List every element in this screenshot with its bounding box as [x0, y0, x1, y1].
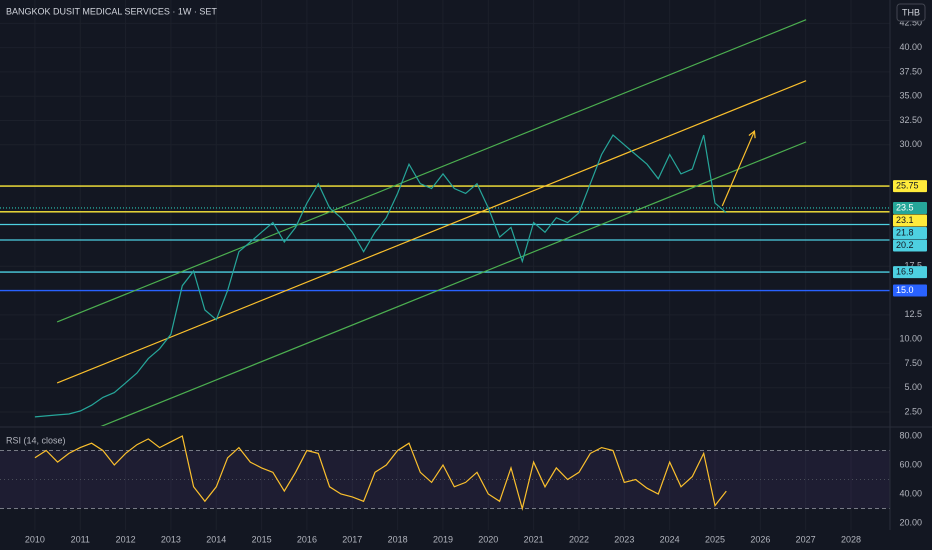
- x-tick-label: 2024: [660, 534, 680, 544]
- x-tick-label: 2014: [206, 534, 226, 544]
- axes: 2010 2011 2012 2013 2014 2015 2016 2017 2018 2019…: [25, 18, 927, 544]
- x-tick-label: 2016: [297, 534, 317, 544]
- currency[interactable]: THB: [902, 7, 920, 17]
- y-tick-label: 40.00: [899, 42, 922, 52]
- price-pane: [0, 19, 890, 426]
- channel-line: [56, 19, 807, 323]
- level-label-bg: [893, 284, 927, 297]
- level-label: 16.9: [896, 266, 914, 276]
- level-label-bg: [893, 226, 927, 239]
- x-tick-label: 2018: [388, 534, 408, 544]
- x-tick-label: 2020: [478, 534, 498, 544]
- x-tick-label: 2026: [750, 534, 770, 544]
- x-tick-label: 2021: [524, 534, 544, 544]
- y-tick-label: 37.50: [899, 66, 922, 76]
- level-label-bg: [893, 180, 927, 193]
- x-tick-label: 2019: [433, 534, 453, 544]
- x-tick-label: 2027: [796, 534, 816, 544]
- rsi-line: [34, 435, 727, 511]
- y-tick-label: 10.00: [899, 334, 922, 344]
- arrow-head: [748, 130, 756, 139]
- x-tick-label: 2022: [569, 534, 589, 544]
- rsi-tick-label: 60.00: [899, 459, 922, 469]
- y-tick-label: 42.50: [899, 18, 922, 28]
- x-tick-label: 2012: [116, 534, 136, 544]
- x-tick-label: 2025: [705, 534, 725, 544]
- level-label: 23.1: [896, 215, 914, 225]
- y-tick-label: 35.00: [899, 91, 922, 101]
- x-tick-label: 2015: [252, 534, 272, 544]
- rsi-pane: [0, 435, 890, 511]
- level-label: 21.8: [896, 227, 914, 237]
- currency-button[interactable]: [896, 3, 926, 22]
- level-label: 25.75: [896, 180, 919, 190]
- level-label-bg: [893, 214, 927, 227]
- x-tick-label: 2013: [161, 534, 181, 544]
- y-tick-label: 30.00: [899, 139, 922, 149]
- arrow-line: [721, 130, 755, 207]
- x-tick-label: 2023: [614, 534, 634, 544]
- y-tick-label: 5.00: [904, 382, 922, 392]
- rsi-tick-label: 20.00: [899, 517, 922, 527]
- x-tick-label: 2011: [71, 534, 90, 544]
- level-label: 23.5: [896, 202, 914, 212]
- y-tick-label: 17.5: [904, 261, 922, 271]
- x-tick-label: 2010: [25, 534, 45, 544]
- y-tick-label: 12.5: [904, 309, 922, 319]
- level-label: 20.2: [896, 240, 914, 250]
- rsi-title: RSI (14, close): [6, 435, 66, 445]
- channel-line: [100, 141, 807, 426]
- level-label: 15.0: [896, 285, 914, 295]
- x-tick-label: 2028: [841, 534, 861, 544]
- channel-line: [56, 80, 807, 384]
- price-line: [34, 134, 727, 418]
- level-label-bg: [893, 239, 927, 252]
- level-label-bg: [893, 266, 927, 279]
- level-label-bg: [893, 201, 927, 214]
- rsi-tick-label: 40.00: [899, 488, 922, 498]
- grid: [0, 0, 890, 530]
- y-tick-label: 32.50: [899, 115, 922, 125]
- y-tick-label: 7.50: [904, 358, 922, 368]
- x-tick-label: 2017: [342, 534, 362, 544]
- chart-title: BANGKOK DUSIT MEDICAL SERVICES · 1W · SE…: [6, 6, 217, 16]
- y-tick-label: 2.50: [904, 406, 922, 416]
- rsi-tick-label: 80.00: [899, 430, 922, 440]
